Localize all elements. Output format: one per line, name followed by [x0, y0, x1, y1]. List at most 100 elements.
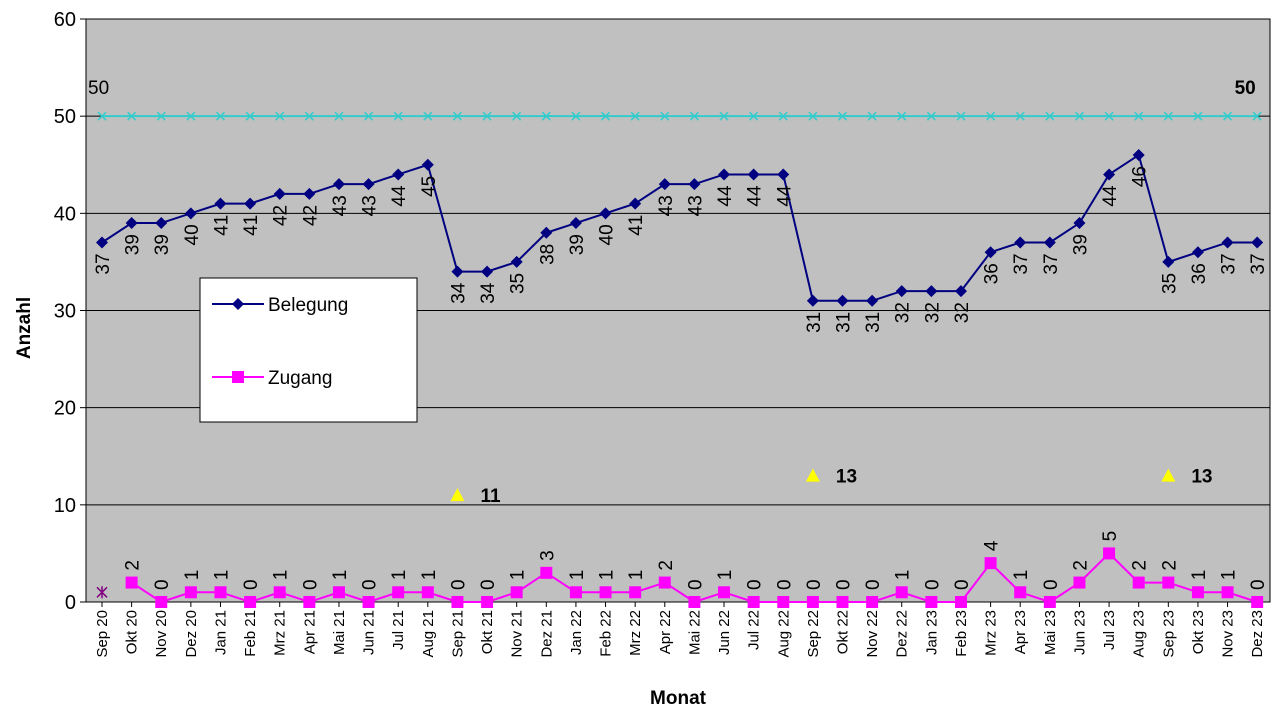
legend-belegung-label: Belegung — [268, 295, 348, 316]
x-tick-label: Jul 23 — [1101, 610, 1118, 650]
belegung-point — [244, 197, 257, 210]
zugang-point — [866, 596, 879, 608]
zugang-point — [392, 586, 405, 599]
x-tick-label: Aug 21 — [420, 610, 437, 658]
belegung-value-label: 43 — [360, 195, 381, 216]
y-tick-label: 10 — [54, 495, 76, 517]
x-tick-label: Jan 22 — [568, 610, 585, 655]
zugang-value-label: 1 — [271, 570, 292, 581]
belegung-value-label: 44 — [389, 185, 410, 207]
belegung-point — [569, 217, 582, 230]
zugang-point — [1132, 576, 1145, 589]
belegung-point — [629, 197, 642, 210]
series-layer — [96, 111, 1264, 608]
zugang-point — [214, 586, 227, 599]
x-tick-label: Jan 23 — [923, 610, 940, 655]
belegung-point — [421, 158, 434, 171]
belegung-value-label: 40 — [182, 224, 203, 245]
belegung-value-label: 41 — [626, 215, 647, 236]
y-tick-label: 20 — [54, 398, 76, 420]
zugang-value-label: 1 — [508, 570, 529, 581]
zugang-value-label: 0 — [804, 579, 825, 590]
zugang-value-label: 1 — [330, 570, 351, 581]
zugang-value-label: 2 — [656, 560, 677, 571]
belegung-value-label: 34 — [478, 282, 499, 304]
x-tick-label: Jan 21 — [212, 610, 229, 655]
zugang-point — [1073, 576, 1086, 589]
x-tick-label: Okt 23 — [1190, 610, 1207, 654]
reference-point — [926, 111, 936, 121]
reference-point — [897, 111, 907, 121]
belegung-value-label: 32 — [893, 302, 914, 323]
legend-zugang-label: Zugang — [268, 368, 332, 389]
reference-point — [245, 111, 255, 121]
belegung-point — [599, 207, 612, 220]
reference-last-label: 50 — [1235, 78, 1256, 99]
zugang-value-label: 0 — [745, 579, 766, 590]
belegung-point — [481, 265, 494, 278]
x-tick-label: Okt 21 — [479, 610, 496, 654]
belegung-point — [1073, 217, 1086, 230]
reference-point — [364, 111, 374, 121]
zugang-point — [125, 576, 138, 589]
belegung-point — [362, 178, 375, 191]
x-tick-label: Jun 23 — [1071, 610, 1088, 655]
reference-point — [1074, 111, 1084, 121]
x-tick-label: Sep 21 — [449, 610, 466, 658]
reference-point — [1223, 111, 1233, 121]
x-tick-label: Mrz 22 — [627, 610, 644, 656]
belegung-point — [1221, 236, 1234, 249]
belegung-point — [688, 178, 701, 191]
zugang-point — [777, 596, 790, 608]
y-tick-label: 0 — [65, 592, 76, 614]
reference-point — [127, 111, 137, 121]
x-tick-label: Dez 20 — [183, 610, 200, 658]
zugang-value-label: 1 — [597, 570, 618, 581]
belegung-value-label: 43 — [685, 195, 706, 216]
belegung-point — [984, 246, 997, 259]
zugang-point — [1103, 547, 1116, 560]
x-tick-label: Mai 23 — [1042, 610, 1059, 655]
zugang-value-label: 1 — [389, 570, 410, 581]
zugang-value-label: 4 — [982, 540, 1003, 551]
zugang-point — [895, 586, 908, 599]
belegung-point — [392, 168, 405, 181]
x-tick-label: Mai 22 — [686, 610, 703, 655]
reference-point — [571, 111, 581, 121]
reference-point — [215, 111, 226, 121]
reference-point — [630, 111, 640, 121]
zugang-point — [599, 586, 612, 599]
belegung-value-label: 32 — [952, 302, 973, 323]
zugang-value-label: 1 — [182, 570, 203, 581]
reference-point — [1252, 111, 1262, 121]
zugang-value-label: 0 — [448, 579, 469, 590]
zugang-value-label: 1 — [1219, 570, 1240, 581]
reference-point — [452, 111, 462, 121]
x-tick-label: Sep 22 — [805, 610, 822, 658]
belegung-point — [510, 255, 523, 268]
belegung-value-label: 45 — [419, 176, 440, 197]
belegung-point — [1132, 149, 1145, 162]
reference-point — [956, 111, 966, 121]
zugang-point — [362, 596, 375, 608]
belegung-value-label: 42 — [300, 205, 321, 226]
zugang-value-label: 0 — [1041, 579, 1062, 590]
triangle-point — [805, 468, 820, 482]
reference-point — [423, 111, 433, 121]
reference-point — [1045, 111, 1055, 121]
x-tick-label: Nov 20 — [153, 610, 170, 658]
belegung-value-label: 43 — [330, 195, 351, 216]
belegung-value-label: 37 — [1219, 253, 1240, 274]
reference-point — [1104, 111, 1114, 121]
zugang-value-label: 2 — [123, 560, 144, 571]
belegung-value-label: 32 — [922, 302, 943, 323]
reference-point — [660, 111, 670, 121]
zugang-point — [718, 586, 731, 599]
belegung-value-label: 31 — [804, 312, 825, 333]
y-tick-label: 60 — [54, 9, 76, 31]
y-tick-label: 30 — [54, 301, 76, 323]
belegung-value-label: 39 — [123, 234, 144, 255]
zugang-value-label: 2 — [1130, 560, 1151, 571]
belegung-value-label: 39 — [152, 234, 173, 255]
